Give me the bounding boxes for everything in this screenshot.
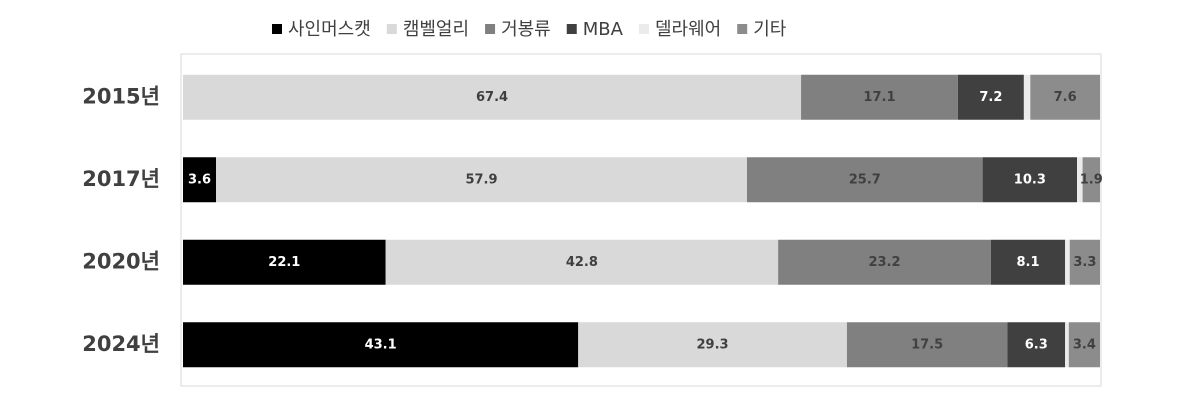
data-label: 7.6 — [1054, 90, 1077, 105]
legend-swatch — [737, 24, 748, 34]
data-label: 17.5 — [911, 337, 943, 352]
legend-label: 캠벨얼리 — [403, 19, 469, 40]
bar-segment — [1030, 74, 1100, 120]
legend-swatch — [638, 24, 649, 34]
data-label: 43.1 — [365, 337, 397, 352]
data-label: 29.3 — [697, 337, 729, 352]
data-label: 3.3 — [1073, 255, 1096, 270]
bar-segment — [746, 157, 983, 203]
legend-label: 거봉류 — [501, 19, 551, 40]
data-label: 22.1 — [268, 255, 300, 270]
category-label: 2020년 — [82, 249, 160, 273]
legend-swatch — [566, 24, 577, 34]
data-label: 67.4 — [476, 90, 508, 105]
bar-segment — [183, 157, 217, 203]
bar-segment — [1023, 74, 1031, 120]
data-label: 1.9 — [1080, 172, 1103, 187]
legend-swatch — [386, 24, 397, 34]
bar-segment — [1065, 239, 1070, 285]
bar-segment — [183, 74, 802, 120]
legend-swatch — [272, 24, 282, 34]
bar-segment — [801, 74, 958, 120]
data-label: 42.8 — [566, 255, 598, 270]
category-label: 2024년 — [82, 332, 160, 356]
category-label: 2017년 — [82, 167, 160, 191]
legend-label: 기타 — [753, 19, 787, 40]
bar-segment — [183, 322, 579, 368]
bar-segment — [1007, 322, 1066, 368]
bar-segment — [183, 239, 386, 285]
bar-segment — [846, 322, 1008, 368]
data-label: 57.9 — [465, 172, 497, 187]
bar-segment — [1068, 322, 1100, 368]
bar-segment — [990, 239, 1066, 285]
bar-segment — [982, 157, 1078, 203]
bar-segment — [1069, 239, 1100, 285]
bar-segment — [1065, 322, 1069, 368]
data-label: 3.4 — [1073, 337, 1096, 352]
legend-label: 델라웨어 — [655, 19, 721, 40]
data-label: 8.1 — [1016, 255, 1039, 270]
data-label: 17.1 — [863, 90, 895, 105]
legend-label: MBA — [583, 19, 624, 40]
data-label: 3.6 — [188, 172, 211, 187]
bar-segment — [957, 74, 1024, 120]
data-label: 23.2 — [868, 255, 900, 270]
bar-segment — [778, 239, 991, 285]
category-label: 2015년 — [82, 84, 160, 108]
data-label: 6.3 — [1025, 337, 1048, 352]
bar-segment — [385, 239, 779, 285]
bar-segment — [578, 322, 847, 368]
legend-swatch — [485, 24, 496, 34]
plot-frame — [180, 53, 1102, 387]
bar-segment — [216, 157, 747, 203]
bar-segment — [1077, 157, 1083, 203]
bar-segment — [1082, 157, 1100, 203]
legend-label: 사인머스캣 — [288, 19, 371, 40]
data-label: 25.7 — [849, 172, 881, 187]
data-label: 7.2 — [979, 90, 1002, 105]
data-label: 10.3 — [1014, 172, 1046, 187]
